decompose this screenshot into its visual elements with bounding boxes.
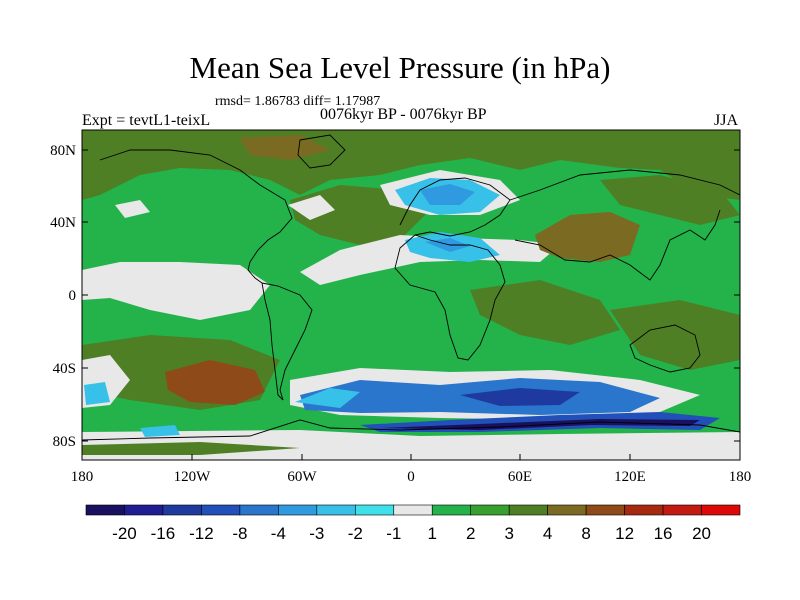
colorbar-swatch: [662, 504, 702, 516]
colorbar-label: 8: [581, 524, 590, 543]
x-label-120e: 120E: [614, 469, 646, 485]
colorbar-swatch: [124, 504, 164, 516]
colorbar-label: 4: [543, 524, 552, 543]
south-pacific-blue-west: [84, 382, 110, 405]
coastline-australia: [629, 324, 701, 373]
colorbar-label: 2: [466, 524, 475, 543]
colorbar-label: 12: [615, 524, 634, 543]
colorbar-label: 1: [428, 524, 437, 543]
southern-ocean-cyan-edge: [295, 388, 360, 408]
season-label: JJA: [714, 112, 739, 129]
stats-text: rmsd= 1.86783 diff= 1.17987: [215, 94, 381, 109]
colorbar-swatch: [162, 504, 202, 516]
colorbar-label: -4: [271, 524, 286, 543]
coastline-greenland: [297, 134, 346, 169]
colorbar-swatch: [585, 504, 625, 516]
antarctic-cyan-patch: [140, 425, 180, 437]
asia-olive: [600, 175, 740, 225]
y-label-80s: 80S: [53, 434, 76, 450]
coastline-africa: [394, 234, 506, 361]
coastline-south-america-west: [261, 282, 284, 401]
southern-ocean-core: [460, 388, 580, 406]
x-label-0: 0: [407, 469, 415, 485]
x-label-120w: 120W: [174, 469, 212, 485]
colorbar-swatch: [547, 504, 587, 516]
x-label-180-east: 180: [729, 469, 752, 485]
y-label-0: 0: [69, 288, 77, 304]
colorbar-swatch: [85, 504, 125, 516]
colorbar-label: -16: [151, 524, 176, 543]
coastlines: [82, 134, 740, 441]
southeast-pacific-brown: [165, 360, 265, 405]
colorbar-label: 3: [504, 524, 513, 543]
x-ticks: [81, 454, 741, 460]
colorbar-swatch: [316, 504, 356, 516]
coastline-antarctica: [82, 419, 740, 441]
period-text: 0076kyr BP - 0076kyr BP: [320, 106, 487, 123]
australia-olive: [610, 300, 740, 370]
colorbar-swatch: [508, 504, 548, 516]
x-label-60w: 60W: [287, 469, 317, 485]
x-label-180-west: 180: [71, 469, 94, 485]
colorbar-label: -2: [348, 524, 363, 543]
colorbar-swatch: [201, 504, 241, 516]
antarctic-coast-core: [380, 419, 700, 430]
antarctic-white-band: [82, 430, 740, 460]
x-label-60e: 60E: [508, 469, 532, 485]
colorbar-swatch: [470, 504, 510, 516]
east-pacific-white: [82, 262, 270, 320]
colorbar-swatch: [278, 504, 318, 516]
coastline-asia: [509, 169, 740, 281]
coastline-south-america: [261, 282, 313, 401]
colorbar-label: -8: [232, 524, 247, 543]
eurasia-blue-core: [420, 184, 475, 205]
colorbar-label: 16: [654, 524, 673, 543]
antarctic-olive-patch: [82, 442, 300, 455]
colorbar: -20 -16 -12 -8 -4 -3 -2 -1 1 2 3 4 8 12 16 20: [85, 504, 741, 543]
y-label-80n: 80N: [50, 143, 76, 159]
indian-ocean-olive: [470, 280, 620, 345]
map-title: Mean Sea Level Pressure (in hPa): [189, 50, 611, 85]
arabia-brown: [535, 212, 640, 262]
colorbar-swatch: [354, 504, 395, 516]
colorbar-label: 20: [692, 524, 711, 543]
subtropical-atlantic-white: [300, 235, 560, 285]
colorbar-label: -3: [309, 524, 324, 543]
colorbar-swatch: [431, 504, 472, 516]
colorbar-swatch: [239, 504, 279, 516]
colorbar-swatch: [393, 504, 433, 516]
coastline-north-america: [99, 149, 293, 284]
y-label-40s: 40S: [53, 361, 76, 377]
y-label-40n: 40N: [50, 215, 76, 231]
experiment-label: Expt = tevtL1-teixL: [82, 112, 211, 129]
pacific-white-patch: [115, 200, 150, 218]
y-ticks: [82, 149, 740, 442]
midatlantic-white-patch: [288, 195, 335, 220]
map-field: [82, 130, 740, 460]
colorbar-swatch: [701, 504, 741, 516]
colorbar-label: -12: [189, 524, 214, 543]
colorbar-label: -1: [386, 524, 401, 543]
arctic-olive-patch: [240, 135, 330, 160]
colorbar-swatch: [624, 504, 664, 516]
colorbar-label: -20: [112, 524, 137, 543]
